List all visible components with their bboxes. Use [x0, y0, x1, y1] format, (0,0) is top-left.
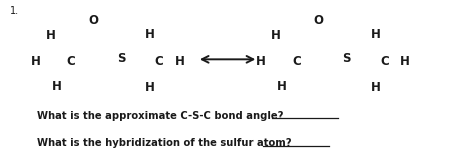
Text: S: S [343, 52, 351, 65]
Text: H: H [174, 55, 184, 68]
Text: H: H [400, 55, 410, 68]
Text: H: H [146, 81, 155, 94]
Text: H: H [371, 28, 381, 41]
Text: H: H [277, 80, 287, 93]
Text: C: C [292, 55, 301, 68]
Text: H: H [255, 55, 265, 68]
Text: O: O [88, 14, 98, 28]
Text: H: H [52, 80, 62, 93]
Text: C: C [155, 55, 164, 68]
Text: H: H [30, 55, 40, 68]
Text: What is the approximate C-S-C bond angle?: What is the approximate C-S-C bond angle… [36, 111, 283, 121]
Text: H: H [371, 81, 381, 94]
Text: C: C [67, 55, 75, 68]
Text: C: C [380, 55, 389, 68]
Text: O: O [313, 14, 324, 28]
Text: H: H [271, 29, 281, 42]
Text: What is the hybridization of the sulfur atom?: What is the hybridization of the sulfur … [36, 138, 292, 148]
Text: H: H [146, 28, 155, 41]
Text: S: S [117, 52, 126, 65]
Text: H: H [46, 29, 56, 42]
Text: 1.: 1. [10, 6, 19, 16]
